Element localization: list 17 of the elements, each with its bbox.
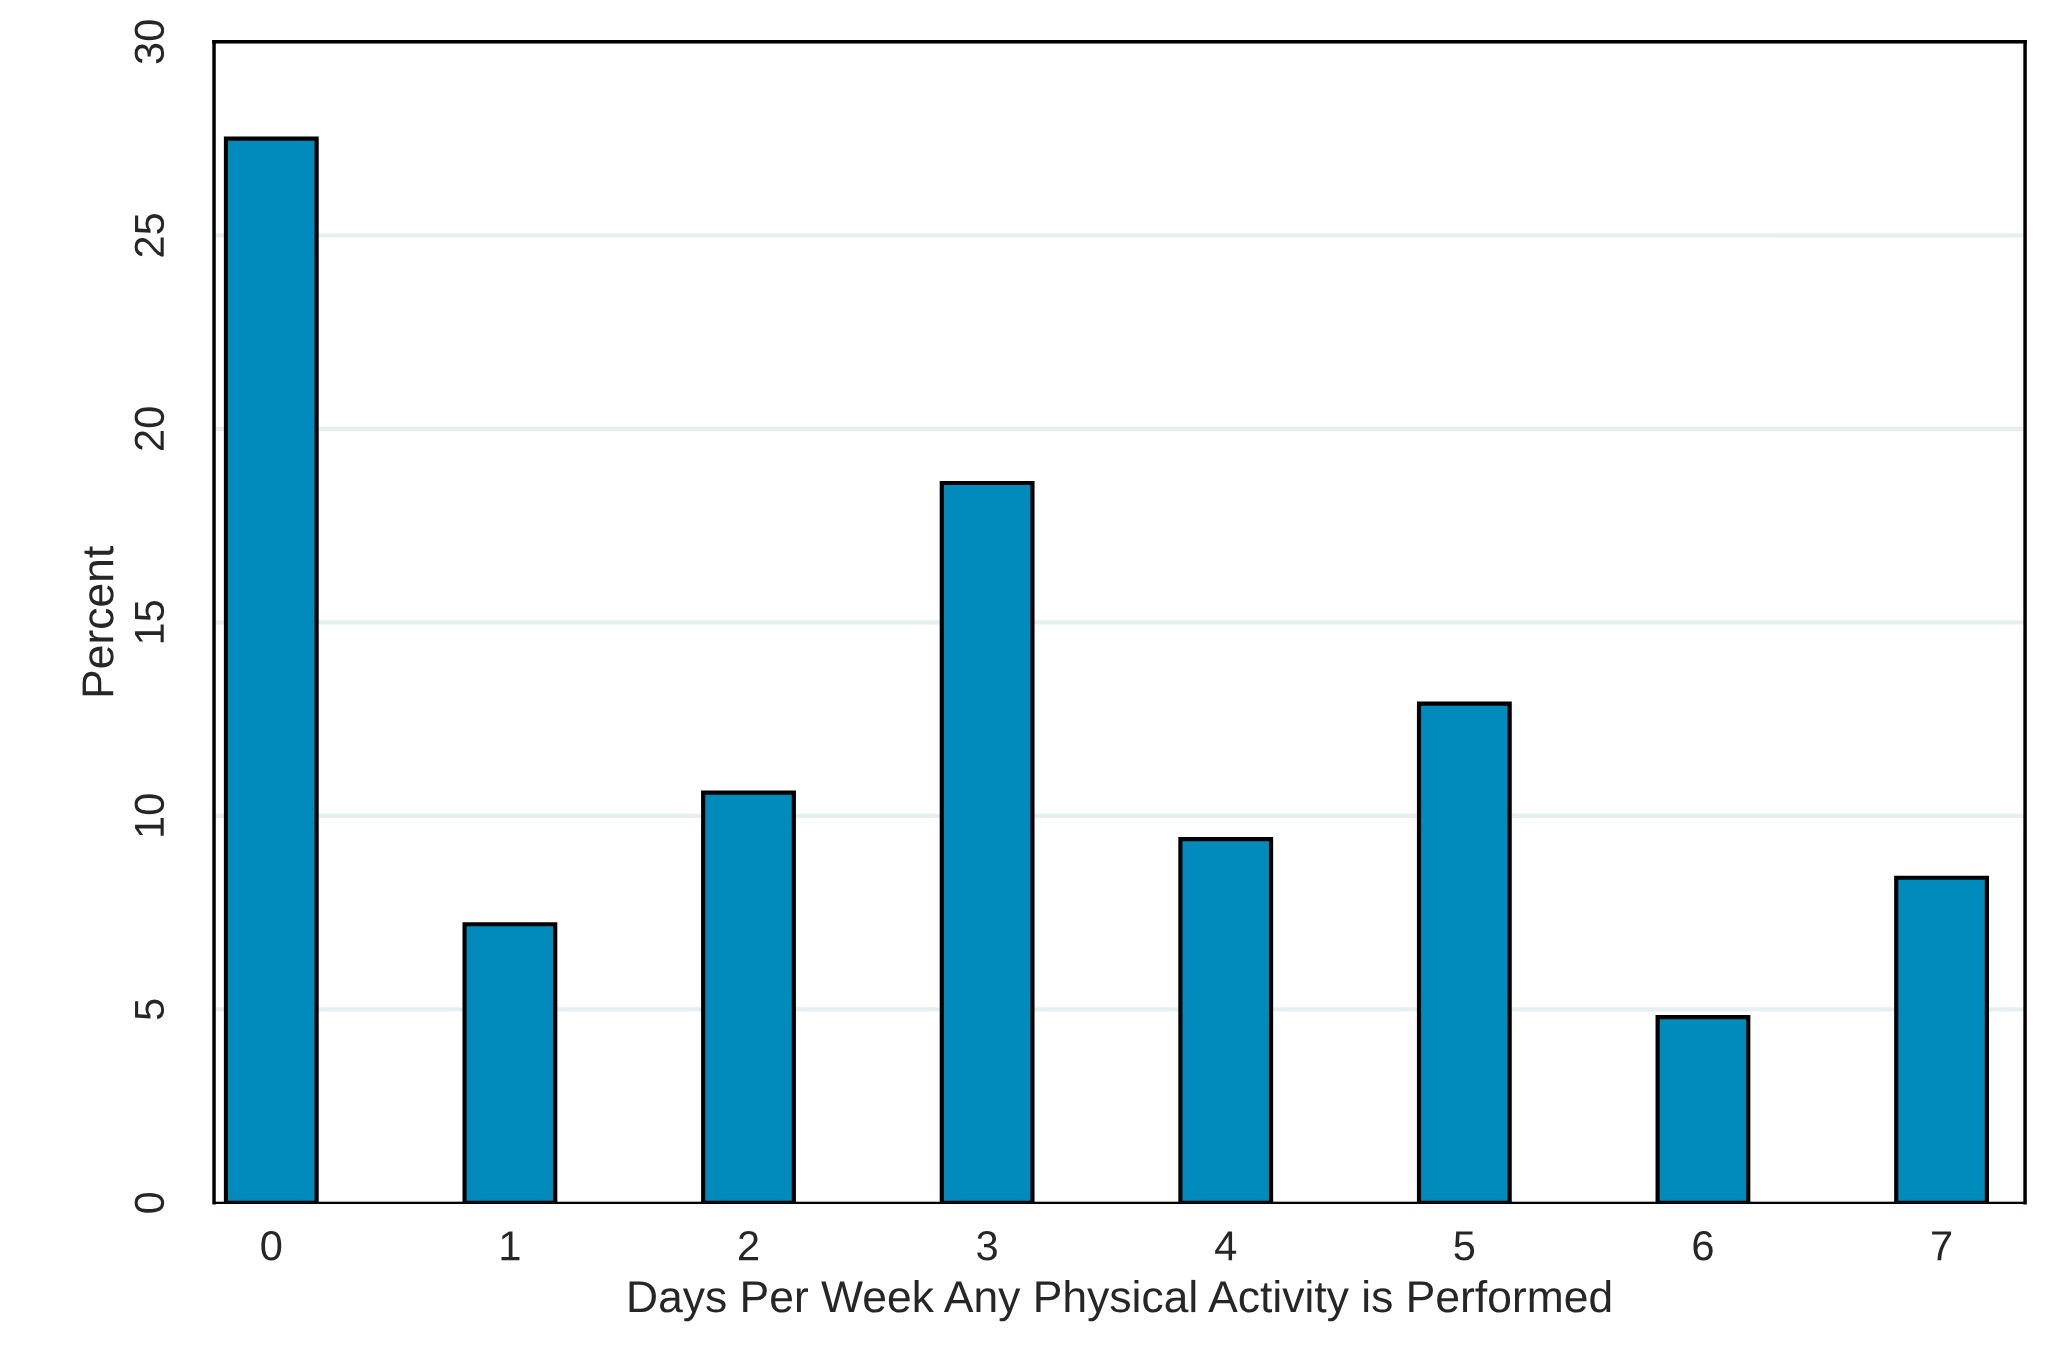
y-tick-label: 20	[134, 407, 165, 450]
x-tick-label: 2	[739, 1231, 759, 1261]
y-tick-label: 30	[134, 20, 165, 64]
x-tick-label: 3	[977, 1231, 997, 1261]
x-tick-label: 6	[1693, 1231, 1713, 1261]
y-tick-label: 0	[134, 1192, 165, 1213]
x-tick-label: 1	[501, 1231, 520, 1261]
x-tick-label: 7	[1932, 1231, 1952, 1261]
x-tick-label: 5	[1454, 1231, 1475, 1261]
y-tick-label: 5	[135, 999, 165, 1020]
y-tick-label: 25	[134, 213, 165, 257]
y-axis-title: Percent	[82, 546, 114, 696]
x-tick-label: 4	[1215, 1231, 1237, 1261]
y-tick-label: 10	[134, 794, 165, 836]
x-axis-title: Days Per Week Any Physical Activity is Performed	[629, 1279, 1611, 1322]
y-tick-label: 15	[135, 600, 165, 643]
x-tick-label: 0	[261, 1231, 282, 1261]
